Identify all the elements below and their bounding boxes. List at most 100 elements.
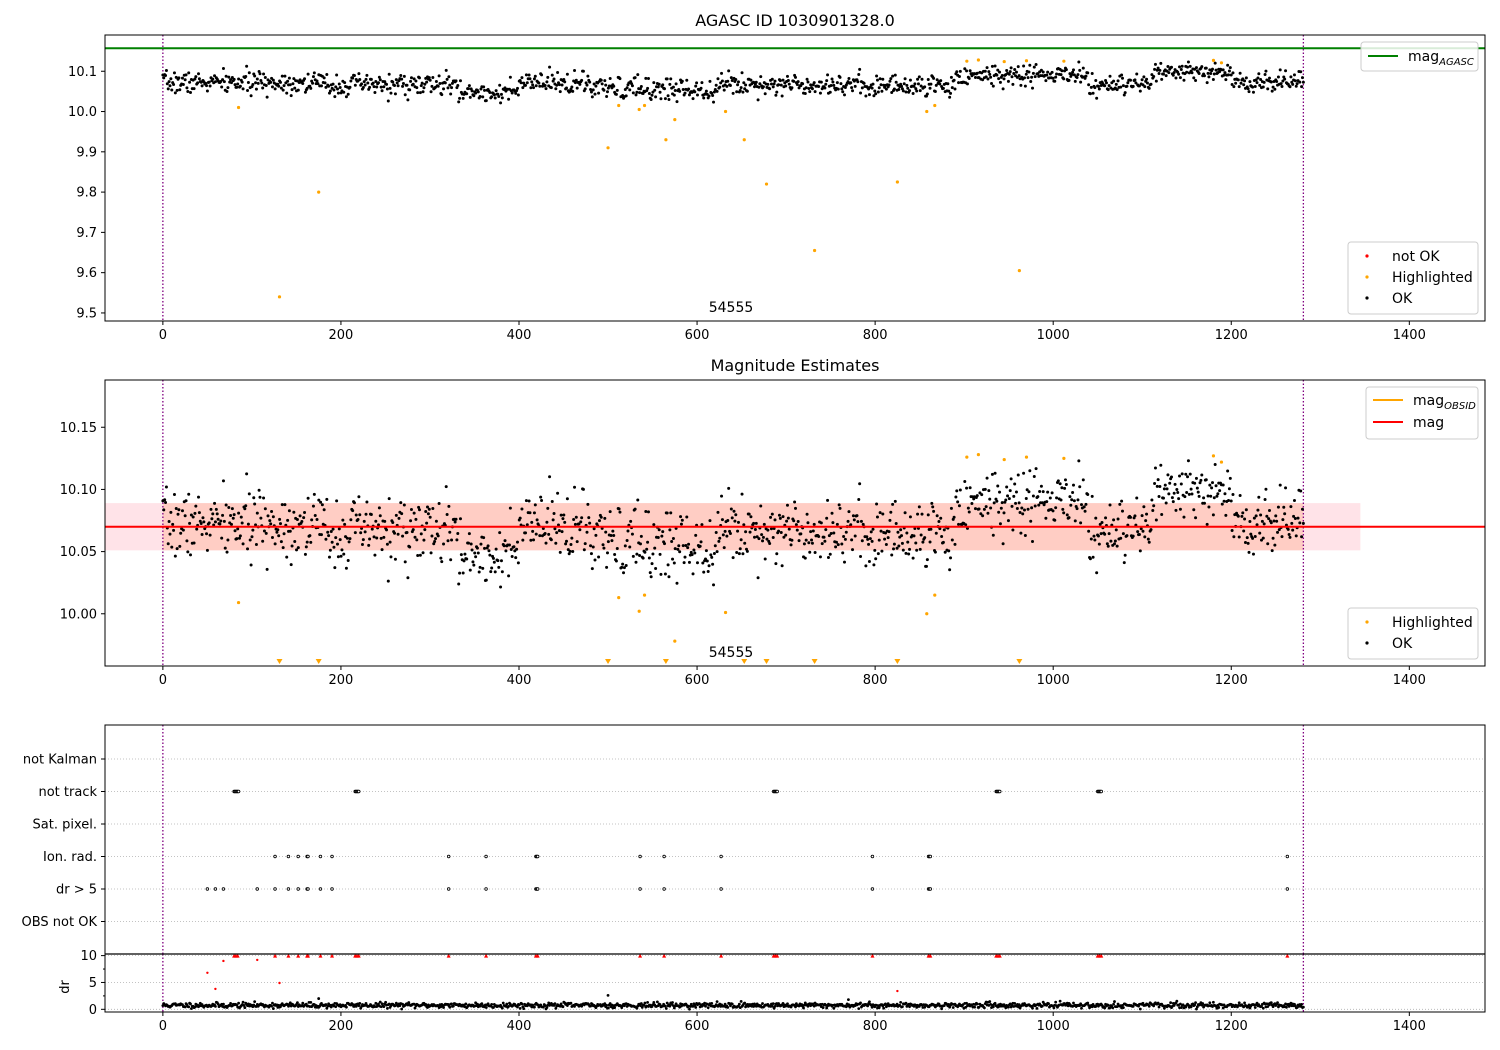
ok-point	[1186, 60, 1190, 64]
ok-point	[477, 570, 481, 574]
ok-point	[1153, 481, 1157, 485]
dr-ok-point	[1079, 1002, 1083, 1006]
ok-point	[1157, 495, 1161, 499]
ok-point	[955, 70, 959, 74]
ok-point	[1119, 536, 1123, 540]
ok-point	[220, 536, 224, 540]
ok-point	[1192, 76, 1196, 80]
ok-point	[521, 86, 525, 90]
ok-point	[967, 77, 971, 81]
ok-point	[1120, 76, 1124, 80]
ok-point	[620, 565, 624, 569]
ok-point	[949, 506, 953, 510]
flag-event-marker	[205, 887, 210, 891]
ok-point	[604, 530, 608, 534]
ok-point	[736, 83, 740, 87]
ok-point	[1071, 68, 1075, 72]
highlighted-point	[925, 612, 929, 616]
ok-point	[694, 533, 698, 537]
flag-row-label: dr > 5	[56, 883, 97, 898]
ok-point	[908, 89, 912, 93]
ok-point	[376, 81, 380, 85]
ok-point	[1244, 508, 1248, 512]
ok-point	[841, 90, 845, 94]
ok-point	[1004, 498, 1008, 502]
ok-point	[425, 521, 429, 525]
ok-point	[1290, 521, 1294, 525]
ok-point	[906, 86, 910, 90]
dr-ok-point	[187, 1005, 191, 1009]
ok-point	[562, 78, 566, 82]
ok-point	[409, 508, 413, 512]
ok-point	[888, 79, 892, 83]
ok-point	[857, 72, 861, 76]
dr-ok-point	[942, 1004, 946, 1008]
ok-point	[638, 542, 642, 546]
ok-point	[255, 511, 259, 515]
ok-point	[805, 77, 809, 81]
ok-point	[876, 552, 880, 556]
dr-ok-point	[1253, 1006, 1257, 1009]
ok-point	[736, 520, 740, 524]
ok-point	[645, 547, 649, 551]
ok-point	[708, 79, 712, 83]
ok-point	[775, 90, 779, 94]
ok-point	[1266, 87, 1270, 91]
dr-ok-point	[1260, 1005, 1263, 1008]
ok-point	[731, 556, 735, 560]
ok-point	[1120, 499, 1124, 503]
flag-event-marker	[213, 887, 218, 891]
ok-point	[1230, 83, 1234, 87]
ok-point	[1263, 498, 1267, 502]
ok-point	[172, 83, 176, 87]
ok-point	[549, 86, 553, 90]
ok-point	[894, 80, 898, 84]
flag-event-marker	[928, 854, 933, 859]
dr-ok-point	[761, 1002, 764, 1005]
ok-point	[855, 514, 859, 518]
dr-ok-point	[898, 1003, 902, 1007]
ok-point	[530, 520, 534, 524]
ok-point	[474, 555, 478, 559]
ok-point	[735, 90, 739, 94]
ok-point	[1237, 535, 1241, 539]
ok-point	[1107, 532, 1111, 536]
dr-ok-point	[400, 1007, 404, 1011]
ok-point	[730, 78, 734, 82]
ok-point	[777, 83, 781, 87]
ok-point	[687, 542, 691, 546]
below-range-marker	[894, 659, 901, 664]
dr-ok-point	[1237, 1001, 1241, 1005]
ok-point	[1251, 85, 1255, 89]
ok-point	[166, 87, 170, 91]
ok-point	[907, 552, 911, 556]
ok-point	[1178, 76, 1182, 80]
ok-point	[581, 487, 585, 491]
dr-ok-point	[975, 1002, 979, 1006]
dr-ok-point	[377, 1002, 380, 1006]
ok-point	[400, 77, 404, 81]
ok-point	[968, 69, 972, 73]
ok-point	[259, 79, 263, 83]
ok-point	[1239, 81, 1243, 85]
ok-point	[671, 557, 675, 561]
dr-ok-point	[605, 1003, 608, 1007]
ok-point	[741, 90, 745, 94]
ok-point	[1218, 70, 1222, 74]
ok-point	[382, 535, 386, 539]
ok-point	[1291, 82, 1295, 86]
ok-point	[220, 85, 224, 89]
ok-point	[1258, 531, 1262, 535]
ok-point	[277, 534, 281, 538]
ok-point	[744, 83, 748, 87]
ok-point	[470, 89, 474, 93]
ok-point	[448, 83, 452, 87]
ok-point	[934, 531, 938, 535]
highlighted-point	[742, 138, 746, 142]
ok-point	[796, 520, 800, 524]
dr-ok-point	[882, 1006, 886, 1010]
ok-point	[325, 497, 329, 501]
ok-point	[926, 78, 930, 82]
ok-point	[361, 538, 365, 542]
p2-points-legend-label: Highlighted	[1392, 615, 1473, 631]
